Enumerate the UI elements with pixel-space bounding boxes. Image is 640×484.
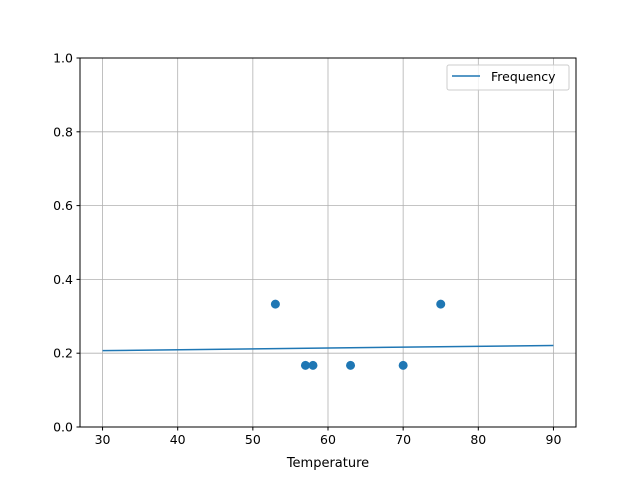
x-tick-label: 30: [95, 432, 111, 447]
x-tick-label: 90: [546, 432, 562, 447]
y-tick-label: 0.6: [53, 198, 73, 213]
scatter-point: [346, 360, 356, 370]
x-tick-label: 80: [470, 432, 486, 447]
y-tick-label: 0.2: [53, 346, 73, 361]
scatter-point: [436, 299, 446, 309]
x-tick-label: 70: [395, 432, 411, 447]
x-axis-label: Temperature: [286, 456, 369, 471]
x-tick-label: 40: [170, 432, 186, 447]
y-tick-label: 0.8: [53, 124, 73, 139]
y-tick-label: 0.0: [53, 420, 73, 435]
y-tick-label: 0.4: [53, 272, 73, 287]
y-tick-label: 1.0: [53, 51, 73, 66]
legend: Frequency: [446, 64, 570, 91]
scatter-point: [308, 360, 318, 370]
scatter-point: [398, 360, 408, 370]
legend-label-frequency: Frequency: [491, 69, 556, 84]
frequency-line: [102, 344, 554, 352]
marks: [102, 299, 554, 370]
scatter-point: [300, 360, 310, 370]
x-tick-label: 60: [320, 432, 336, 447]
plot-frame: [79, 57, 577, 428]
scatter-point: [270, 299, 280, 309]
x-tick-label: 50: [245, 432, 261, 447]
ticks: 30 40 50 60 70 80 90 0.0 0.2 0.4 0.6 0.8 1.0: [53, 51, 561, 448]
